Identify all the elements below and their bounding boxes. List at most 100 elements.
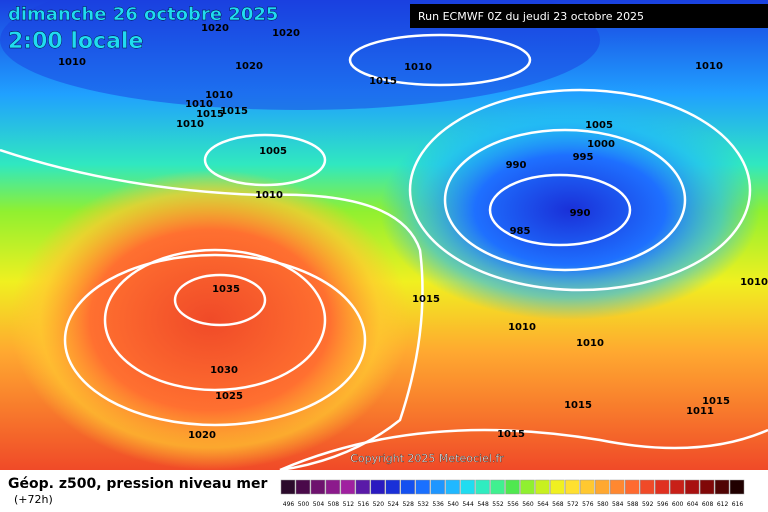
isobar-label: 1010 (185, 99, 213, 110)
isobar-label: 1010 (695, 61, 723, 72)
scale-swatch (520, 479, 535, 495)
scale-swatch (654, 479, 670, 495)
isobar-label: 1010 (205, 90, 233, 101)
scale-swatch (610, 479, 625, 495)
lead-time: (+72h) (14, 493, 53, 506)
scale-swatch (280, 479, 296, 495)
scale-swatch (565, 479, 580, 495)
scale-label: 496 (283, 501, 295, 508)
scale-swatch (625, 479, 640, 495)
scale-label: 596 (657, 501, 669, 508)
scale-label: 564 (537, 501, 549, 508)
isobar-label: 1010 (58, 57, 86, 68)
scale-label: 544 (462, 501, 474, 508)
scale-label: 540 (447, 501, 459, 508)
isobar-label: 1010 (508, 322, 536, 333)
isobar-label: 1010 (576, 338, 604, 349)
scale-swatch (415, 479, 430, 495)
scale-swatch (430, 479, 445, 495)
scale-label: 548 (477, 501, 489, 508)
scale-swatch (445, 479, 460, 495)
isobar-label: 1011 (686, 406, 714, 417)
isobar-label: 1015 (702, 396, 730, 407)
scale-swatch (310, 479, 326, 495)
footer-title: Géop. z500, pression niveau mer (8, 476, 267, 492)
scale-swatch (729, 479, 745, 495)
scale-label: 532 (417, 501, 429, 508)
scale-swatch (340, 479, 356, 495)
scale-swatch (550, 479, 565, 495)
scale-label: 616 (732, 501, 744, 508)
scale-label: 600 (672, 501, 684, 508)
scale-label: 592 (642, 501, 654, 508)
copyright: Copyright 2025 Meteociel.fr (350, 452, 504, 465)
scale-swatch (684, 479, 700, 495)
scale-swatch (295, 479, 311, 495)
isobar-label: 1015 (497, 429, 525, 440)
scale-label: 588 (627, 501, 639, 508)
isobar-label: 1015 (220, 106, 248, 117)
scale-swatch (580, 479, 595, 495)
scale-label: 520 (373, 501, 385, 508)
scale-swatch (475, 479, 490, 495)
scale-label: 608 (702, 501, 714, 508)
scale-label: 604 (687, 501, 699, 508)
scale-swatch (669, 479, 685, 495)
isobar-label: 985 (510, 226, 531, 237)
scale-swatch (355, 479, 371, 495)
isobar-label: 1015 (369, 76, 397, 87)
isobar-label: 1020 (235, 61, 263, 72)
scale-label: 556 (507, 501, 519, 508)
scale-swatch (370, 479, 386, 495)
scale-label: 568 (552, 501, 564, 508)
date: dimanche 26 octobre 2025 (8, 4, 278, 25)
isobar-label: 995 (573, 152, 594, 163)
isobar-label: 1025 (215, 391, 243, 402)
isobar-label: 1010 (740, 277, 768, 288)
isobar-label: 1010 (404, 62, 432, 73)
isobar-label: 1005 (585, 120, 613, 131)
isobar-label: 1015 (564, 400, 592, 411)
isobar-label: 1000 (587, 139, 615, 150)
isobar-label: 990 (506, 160, 527, 171)
scale-swatch (460, 479, 475, 495)
isobar-label: 1020 (188, 430, 216, 441)
scale-label: 580 (597, 501, 609, 508)
scale-label: 508 (328, 501, 340, 508)
scale-label: 512 (343, 501, 355, 508)
scale-swatch (595, 479, 610, 495)
scale-swatch (325, 479, 341, 495)
scale-label: 560 (522, 501, 534, 508)
scale-label: 584 (612, 501, 624, 508)
map (0, 0, 768, 472)
scale-label: 552 (492, 501, 504, 508)
isobar-label: 1015 (412, 294, 440, 305)
isobar-label: 990 (570, 208, 591, 219)
scale-label: 504 (313, 501, 325, 508)
scale-label: 572 (567, 501, 579, 508)
isobar-label: 1020 (201, 23, 229, 34)
color-scale: 496 500 504 508 512 516 520 524 528 532 536 540 544 5… (280, 479, 745, 508)
scale-swatch (699, 479, 715, 495)
isobar-label: 1015 (196, 109, 224, 120)
scale-label: 524 (388, 501, 400, 508)
isobar-label: 1005 (259, 146, 287, 157)
scale-swatch (639, 479, 655, 495)
scale-label: 612 (717, 501, 729, 508)
isobar-label: 1030 (210, 365, 238, 376)
scale-swatch (714, 479, 730, 495)
scale-swatch (385, 479, 400, 495)
run-info: Run ECMWF 0Z du jeudi 23 octobre 2025 (418, 10, 644, 23)
isobar-label: 1035 (212, 284, 240, 295)
scale-swatch (400, 479, 415, 495)
isobar-label: 1010 (255, 190, 283, 201)
scale-swatch (505, 479, 520, 495)
time: 2:00 locale (8, 29, 143, 54)
scale-label: 500 (298, 501, 310, 508)
scale-label: 516 (358, 501, 370, 508)
scale-label: 528 (402, 501, 414, 508)
isobar-label: 1020 (272, 28, 300, 39)
scale-label: 576 (582, 501, 594, 508)
scale-swatch (535, 479, 550, 495)
